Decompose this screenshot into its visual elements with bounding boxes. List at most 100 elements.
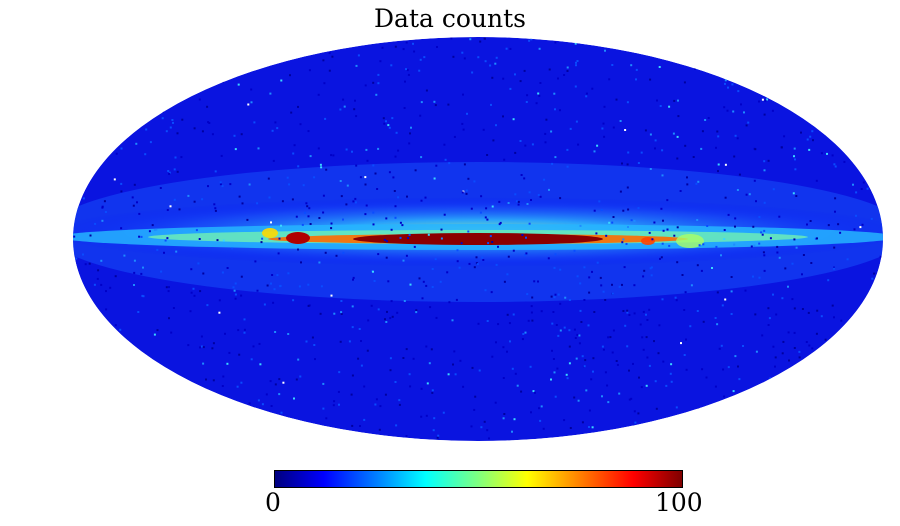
noise-pixel bbox=[871, 277, 874, 280]
noise-pixel bbox=[791, 262, 794, 265]
noise-pixel bbox=[112, 410, 115, 413]
noise-pixel bbox=[139, 411, 142, 414]
noise-pixel bbox=[580, 321, 583, 323]
noise-pixel bbox=[602, 348, 605, 351]
noise-pixel bbox=[348, 340, 351, 343]
noise-pixel bbox=[814, 404, 817, 407]
noise-pixel bbox=[581, 421, 584, 424]
noise-pixel bbox=[573, 396, 576, 399]
noise-pixel bbox=[276, 127, 279, 130]
noise-pixel bbox=[143, 422, 146, 425]
noise-pixel bbox=[701, 130, 704, 133]
noise-pixel bbox=[611, 64, 614, 66]
noise-pixel bbox=[628, 314, 631, 316]
noise-pixel bbox=[138, 353, 141, 356]
noise-pixel bbox=[568, 299, 571, 301]
noise-pixel bbox=[738, 173, 741, 176]
noise-pixel bbox=[763, 269, 766, 272]
noise-pixel bbox=[860, 188, 863, 190]
noise-pixel bbox=[611, 351, 614, 354]
noise-pixel bbox=[261, 403, 264, 406]
galactic-center-hot bbox=[353, 233, 603, 245]
noise-pixel bbox=[313, 439, 316, 441]
noise-pixel bbox=[755, 200, 757, 203]
noise-pixel bbox=[122, 399, 125, 402]
noise-pixel bbox=[621, 241, 624, 244]
noise-pixel bbox=[635, 68, 638, 71]
noise-pixel bbox=[297, 358, 300, 361]
noise-pixel bbox=[495, 341, 497, 344]
noise-pixel bbox=[162, 408, 165, 411]
noise-pixel bbox=[292, 299, 295, 302]
noise-pixel bbox=[799, 371, 801, 373]
noise-pixel bbox=[767, 307, 770, 310]
noise-pixel bbox=[761, 334, 764, 337]
noise-pixel bbox=[182, 84, 185, 87]
noise-pixel bbox=[675, 299, 678, 302]
noise-pixel bbox=[813, 77, 816, 80]
noise-pixel bbox=[754, 148, 757, 151]
noise-pixel bbox=[793, 101, 796, 104]
noise-pixel bbox=[266, 425, 269, 428]
noise-pixel bbox=[814, 237, 817, 240]
noise-pixel bbox=[289, 74, 291, 77]
noise-pixel bbox=[363, 418, 366, 421]
noise-pixel bbox=[512, 313, 515, 316]
noise-pixel bbox=[238, 195, 241, 198]
noise-pixel bbox=[574, 42, 577, 45]
noise-pixel bbox=[700, 269, 703, 272]
noise-pixel bbox=[540, 405, 543, 408]
noise-pixel bbox=[600, 208, 603, 211]
noise-pixel bbox=[508, 322, 511, 325]
noise-pixel bbox=[707, 117, 710, 119]
noise-pixel bbox=[748, 193, 751, 196]
noise-pixel bbox=[855, 214, 857, 217]
noise-pixel bbox=[683, 354, 686, 356]
noise-pixel bbox=[834, 165, 837, 168]
noise-pixel bbox=[611, 221, 614, 224]
noise-pixel bbox=[160, 85, 163, 88]
noise-pixel bbox=[683, 440, 686, 441]
noise-pixel bbox=[796, 88, 799, 91]
noise-pixel bbox=[706, 41, 709, 44]
noise-pixel bbox=[240, 275, 243, 278]
noise-pixel bbox=[169, 205, 172, 208]
noise-pixel bbox=[853, 228, 856, 231]
noise-pixel bbox=[490, 291, 493, 294]
noise-pixel bbox=[783, 425, 786, 428]
noise-pixel bbox=[431, 286, 434, 288]
noise-pixel bbox=[783, 81, 786, 84]
noise-pixel bbox=[459, 359, 462, 362]
noise-pixel bbox=[645, 384, 648, 387]
noise-pixel bbox=[679, 190, 682, 192]
noise-pixel bbox=[78, 415, 81, 418]
noise-pixel bbox=[579, 309, 582, 312]
noise-pixel bbox=[706, 62, 709, 65]
noise-pixel bbox=[769, 420, 772, 423]
noise-pixel bbox=[276, 431, 278, 434]
noise-pixel bbox=[588, 409, 591, 412]
noise-pixel bbox=[149, 141, 152, 144]
noise-pixel bbox=[295, 215, 298, 218]
noise-pixel bbox=[677, 115, 680, 118]
noise-pixel bbox=[233, 134, 236, 137]
noise-pixel bbox=[640, 151, 643, 154]
noise-pixel bbox=[662, 360, 665, 363]
noise-pixel bbox=[317, 93, 320, 96]
noise-pixel bbox=[838, 334, 841, 337]
noise-pixel bbox=[407, 237, 410, 239]
noise-pixel bbox=[231, 247, 234, 250]
noise-pixel bbox=[574, 337, 577, 339]
noise-pixel bbox=[196, 45, 199, 48]
noise-pixel bbox=[106, 89, 109, 92]
noise-pixel bbox=[657, 352, 660, 355]
noise-pixel bbox=[111, 333, 114, 336]
noise-pixel bbox=[269, 92, 272, 95]
noise-pixel bbox=[537, 92, 540, 95]
noise-pixel bbox=[800, 106, 803, 109]
noise-pixel bbox=[106, 376, 109, 379]
noise-pixel bbox=[720, 254, 722, 257]
noise-pixel bbox=[389, 369, 392, 372]
noise-pixel bbox=[833, 267, 835, 270]
noise-pixel bbox=[164, 239, 167, 242]
